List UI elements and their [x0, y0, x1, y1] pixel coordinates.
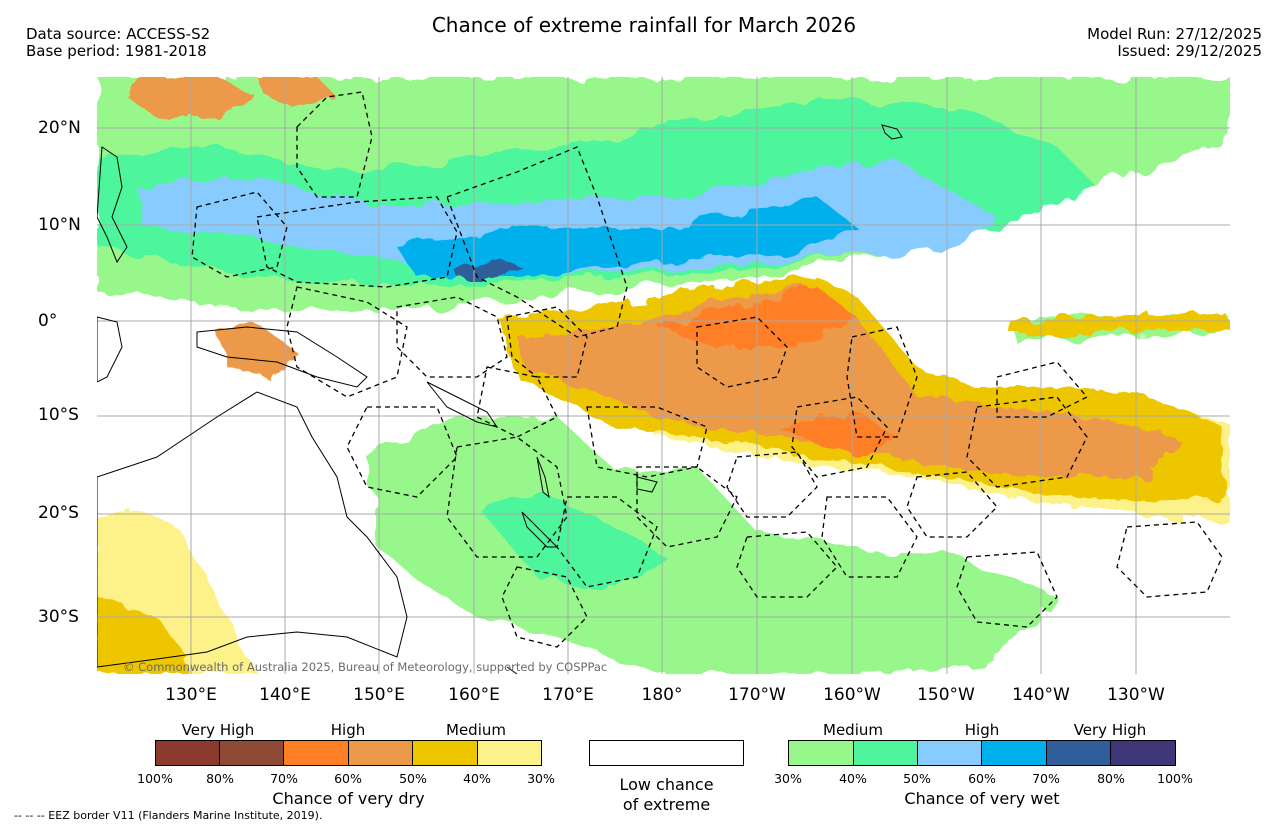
hawaii-outline	[881, 124, 903, 140]
wet-swatch-0	[788, 740, 854, 766]
lon-label-140e: 140°E	[259, 685, 311, 705]
lat-label-10s: 10°S	[38, 405, 79, 425]
lat-label-20n: 20°N	[38, 118, 81, 138]
new-guinea-outline	[196, 326, 368, 388]
lon-label-180: 180°	[641, 685, 683, 705]
run-info-block: Model Run: 27/12/2025 Issued: 29/12/2025	[1087, 26, 1262, 60]
lon-label-160e: 160°E	[448, 685, 500, 705]
wet-anomaly-layer	[97, 77, 1230, 674]
dry-swatch-4	[412, 740, 478, 766]
vanuatu-outline	[536, 456, 550, 499]
low-chance-line2: of extreme	[622, 795, 711, 814]
dry-heading-very-high: Very High	[181, 721, 255, 739]
lat-label-20s: 20°S	[38, 503, 79, 523]
data-source-block: Data source: ACCESS-S2 Base period: 1981…	[26, 26, 210, 60]
lat-label-equator: 0°	[38, 311, 58, 331]
wet-heading-medium: Medium	[823, 721, 883, 739]
dry-tick-5: 40%	[463, 771, 491, 786]
dry-tick-6: 30%	[527, 771, 555, 786]
lon-label-150w: 150°W	[917, 685, 975, 705]
wet-swatch-2	[917, 740, 982, 766]
lon-label-130w: 130°W	[1107, 685, 1165, 705]
issued-date-text: Issued: 29/12/2025	[1117, 42, 1262, 60]
dry-caption: Chance of very dry	[272, 789, 425, 808]
lon-label-160w: 160°W	[823, 685, 881, 705]
lon-label-150e: 150°E	[353, 685, 405, 705]
dry-tick-3: 60%	[334, 771, 362, 786]
borneo-outline	[97, 316, 123, 383]
dry-swatch-2	[283, 740, 349, 766]
eez-borders	[191, 91, 1223, 648]
wet-tick-6: 100%	[1157, 771, 1193, 786]
dry-tick-4: 50%	[399, 771, 427, 786]
dry-swatch-3	[348, 740, 413, 766]
lat-label-30s: 30°S	[38, 607, 79, 627]
wet-tick-3: 60%	[968, 771, 996, 786]
dry-tick-2: 70%	[270, 771, 298, 786]
low-chance-line1: Low chance	[619, 775, 714, 794]
map-canvas: © Commonwealth of Australia 2025, Bureau…	[97, 77, 1230, 674]
rainfall-map: © Commonwealth of Australia 2025, Bureau…	[97, 77, 1230, 674]
wet-tick-4: 70%	[1032, 771, 1060, 786]
wet-tick-0: 30%	[774, 771, 802, 786]
wet-swatch-5	[1110, 740, 1176, 766]
dry-tick-1: 80%	[206, 771, 234, 786]
lon-label-140w: 140°W	[1012, 685, 1070, 705]
wet-tick-1: 40%	[839, 771, 867, 786]
new-caledonia-outline	[521, 511, 559, 548]
wet-swatch-1	[853, 740, 918, 766]
lon-label-130e: 130°E	[165, 685, 217, 705]
copyright-text: © Commonwealth of Australia 2025, Bureau…	[123, 660, 607, 674]
low-chance-caption: Low chance of extreme	[589, 775, 744, 815]
lat-label-10n: 10°N	[38, 215, 81, 235]
dry-heading-medium: Medium	[446, 721, 506, 739]
lon-label-170w: 170°W	[728, 685, 786, 705]
dry-heading-high: High	[330, 721, 366, 739]
wet-swatch-3	[981, 740, 1047, 766]
wet-caption: Chance of very wet	[904, 789, 1060, 808]
dry-swatch-5	[477, 740, 542, 766]
model-run-text: Model Run: 27/12/2025	[1087, 25, 1262, 43]
eez-footnote: -- -- -- EEZ border V11 (Flanders Marine…	[14, 809, 323, 822]
wet-swatch-4	[1046, 740, 1111, 766]
dry-swatch-1	[219, 740, 284, 766]
wet-heading-very-high: Very High	[1073, 721, 1147, 739]
base-period-text: Base period: 1981-2018	[26, 42, 207, 60]
map-title: Chance of extreme rainfall for March 202…	[431, 13, 857, 37]
dry-tick-0: 100%	[137, 771, 173, 786]
dry-swatch-0	[155, 740, 220, 766]
graticule	[97, 77, 1230, 674]
new-zealand-outline	[506, 666, 518, 674]
wet-tick-5: 80%	[1097, 771, 1125, 786]
philippines-outline	[97, 146, 128, 264]
lon-label-170e: 170°E	[542, 685, 594, 705]
wet-heading-high: High	[964, 721, 1000, 739]
australia-outline	[97, 391, 408, 668]
wet-tick-2: 50%	[903, 771, 931, 786]
data-source-text: Data source: ACCESS-S2	[26, 25, 211, 43]
low-chance-swatch	[589, 740, 744, 766]
